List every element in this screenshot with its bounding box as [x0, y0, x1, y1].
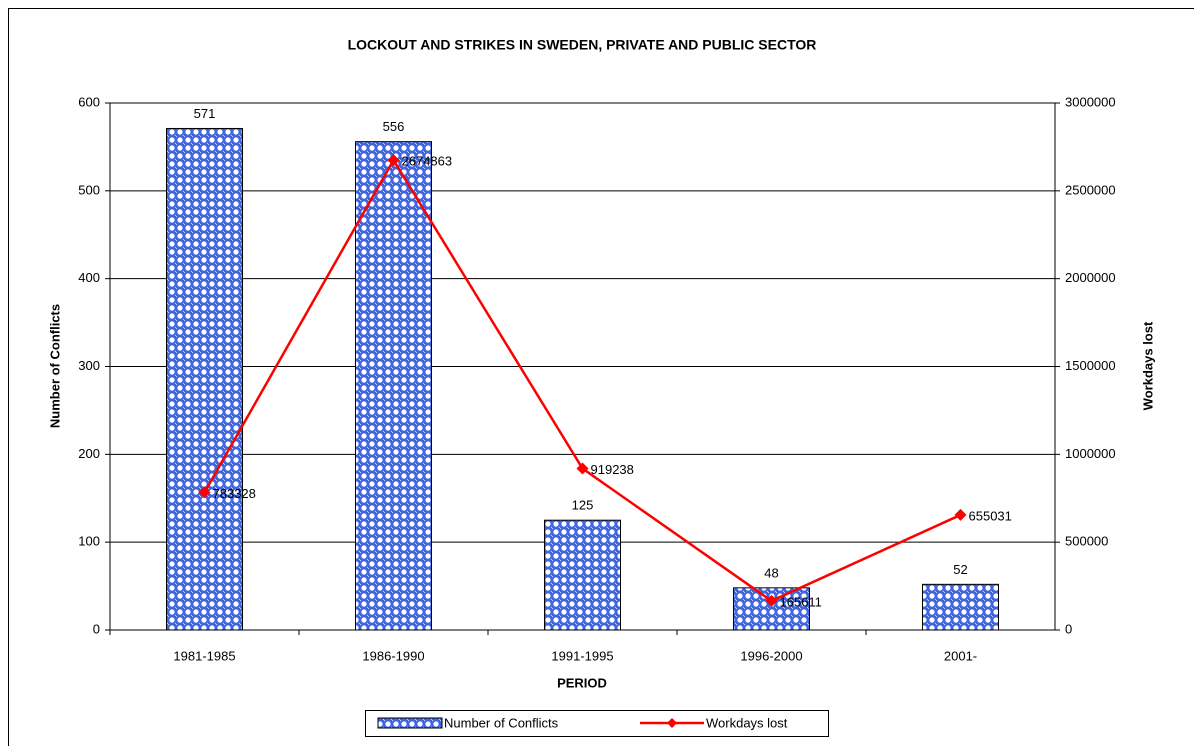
- y-tick-label: 500: [78, 182, 100, 197]
- y2-tick-label: 500000: [1065, 534, 1108, 549]
- legend-label: Number of Conflicts: [444, 715, 559, 730]
- data-label: 48: [764, 565, 778, 580]
- line-marker: [954, 508, 967, 521]
- x-tick-label: 1981-1985: [173, 648, 235, 663]
- data-label: 165611: [780, 594, 822, 609]
- data-label: 556: [383, 119, 405, 134]
- bar: [733, 587, 810, 631]
- legend-box: [365, 710, 829, 737]
- y2-tick-label: 3000000: [1065, 94, 1116, 109]
- y2-tick-label: 1000000: [1065, 446, 1116, 461]
- line-marker: [387, 154, 400, 167]
- bar: [166, 127, 243, 631]
- y-tick-label: 300: [78, 358, 100, 373]
- bar: [922, 583, 999, 631]
- data-label: 655031: [969, 508, 1012, 523]
- y-tick-label: 600: [78, 94, 100, 109]
- y2-tick-label: 0: [1065, 621, 1072, 636]
- data-label: 125: [572, 498, 594, 513]
- y2-tick-label: 2000000: [1065, 270, 1116, 285]
- y-tick-label: 400: [78, 270, 100, 285]
- data-label: 783328: [213, 486, 256, 501]
- x-tick-label: 2001-: [944, 648, 977, 663]
- y-tick-label: 100: [78, 534, 100, 549]
- line-marker: [765, 594, 778, 607]
- y2-axis-label: Workdays lost: [1140, 321, 1155, 410]
- line-marker: [198, 486, 211, 499]
- x-tick-label: 1996-2000: [740, 648, 802, 663]
- data-label: 2674863: [402, 154, 453, 169]
- bar: [544, 519, 621, 631]
- data-label: 919238: [591, 462, 634, 477]
- bar: [355, 141, 432, 631]
- x-tick-label: 1986-1990: [362, 648, 424, 663]
- x-axis-label: PERIOD: [557, 675, 607, 690]
- y-tick-label: 200: [78, 446, 100, 461]
- y2-tick-label: 1500000: [1065, 358, 1116, 373]
- line-marker: [576, 462, 589, 475]
- chart-title: LOCKOUT AND STRIKES IN SWEDEN, PRIVATE A…: [348, 37, 817, 53]
- y2-tick-label: 2500000: [1065, 182, 1116, 197]
- y-axis-label: Number of Conflicts: [47, 304, 62, 428]
- data-label: 52: [953, 562, 967, 577]
- legend-swatch: [377, 717, 443, 729]
- legend-label: Workdays lost: [706, 715, 788, 730]
- y-tick-label: 0: [93, 621, 100, 636]
- x-tick-label: 1991-1995: [551, 648, 613, 663]
- data-label: 571: [194, 106, 216, 121]
- legend-marker: [667, 718, 677, 728]
